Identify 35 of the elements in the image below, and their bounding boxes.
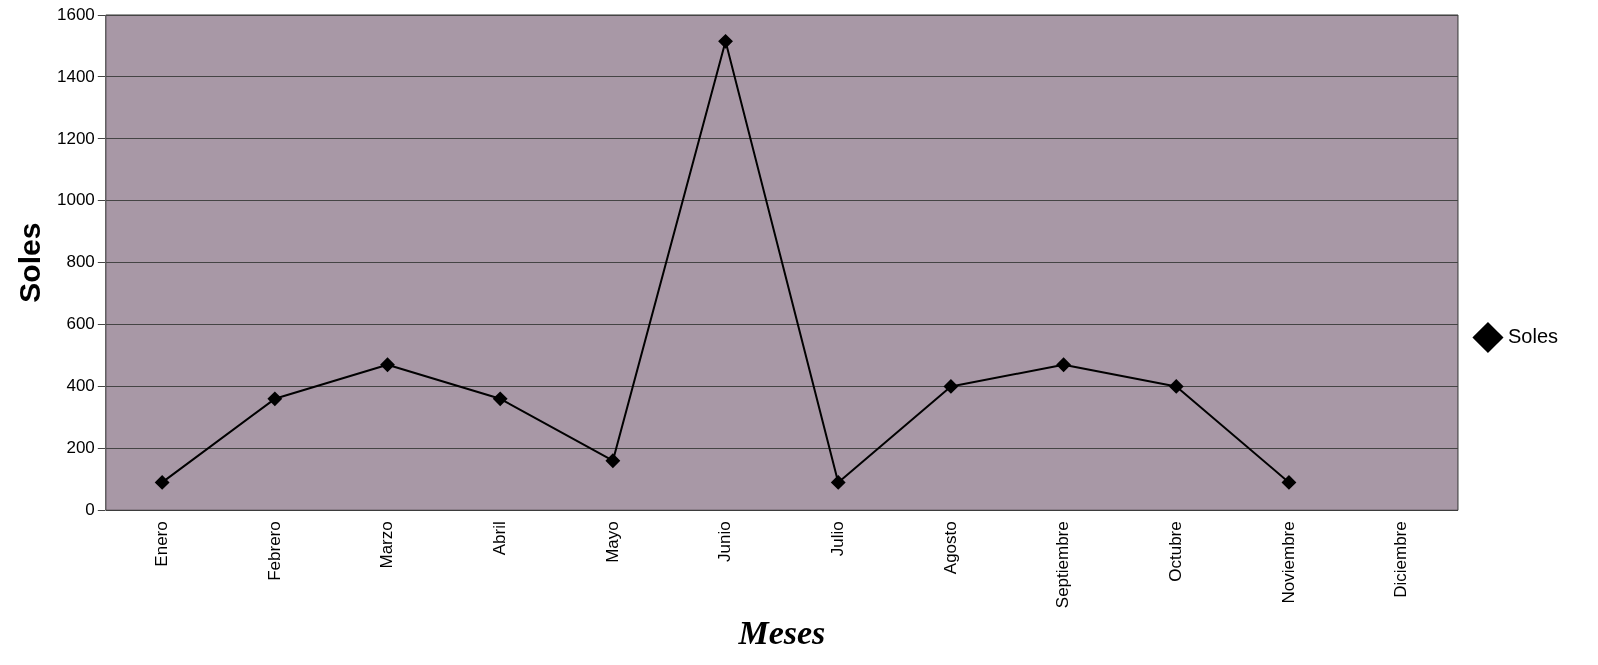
point: [380, 357, 395, 372]
x-tick-label: Febrero: [264, 521, 284, 581]
x-tick-label: Noviembre: [1278, 521, 1298, 604]
legend-label: Soles: [1507, 325, 1558, 348]
point: [493, 391, 508, 406]
y-tick-label: 800: [66, 252, 95, 272]
x-tick-label: Mayo: [602, 521, 622, 563]
x-tick-label: Julio: [827, 521, 847, 557]
point: [1281, 475, 1296, 490]
point: [718, 34, 733, 49]
y-tick-label: 400: [66, 376, 95, 396]
point: [155, 475, 170, 490]
x-axis-title: Meses: [737, 614, 826, 652]
x-tick-label: Junio: [715, 521, 735, 562]
y-tick-label: 600: [66, 314, 95, 334]
x-tick-label: Abril: [489, 521, 509, 556]
point: [831, 475, 846, 490]
x-tick-label: Diciembre: [1391, 521, 1411, 598]
point: [1169, 379, 1184, 394]
y-tick-label: 1000: [56, 190, 95, 210]
point: [267, 391, 282, 406]
point: [1056, 357, 1071, 372]
x-tick-label: Octubre: [1165, 521, 1185, 582]
y-tick-label: 1400: [56, 66, 95, 86]
x-tick-label: Enero: [151, 521, 171, 567]
point: [943, 379, 958, 394]
y-axis-title: Soles: [13, 222, 47, 303]
y-tick-label: 1600: [56, 4, 95, 24]
x-tick-label: Marzo: [377, 521, 397, 569]
y-tick-label: 0: [85, 499, 95, 519]
x-tick-label: Agosto: [940, 521, 960, 575]
y-tick-label: 200: [66, 438, 95, 458]
point: [605, 453, 620, 468]
y-tick-label: 1200: [56, 128, 95, 148]
x-tick-label: Septiembre: [1053, 521, 1073, 609]
